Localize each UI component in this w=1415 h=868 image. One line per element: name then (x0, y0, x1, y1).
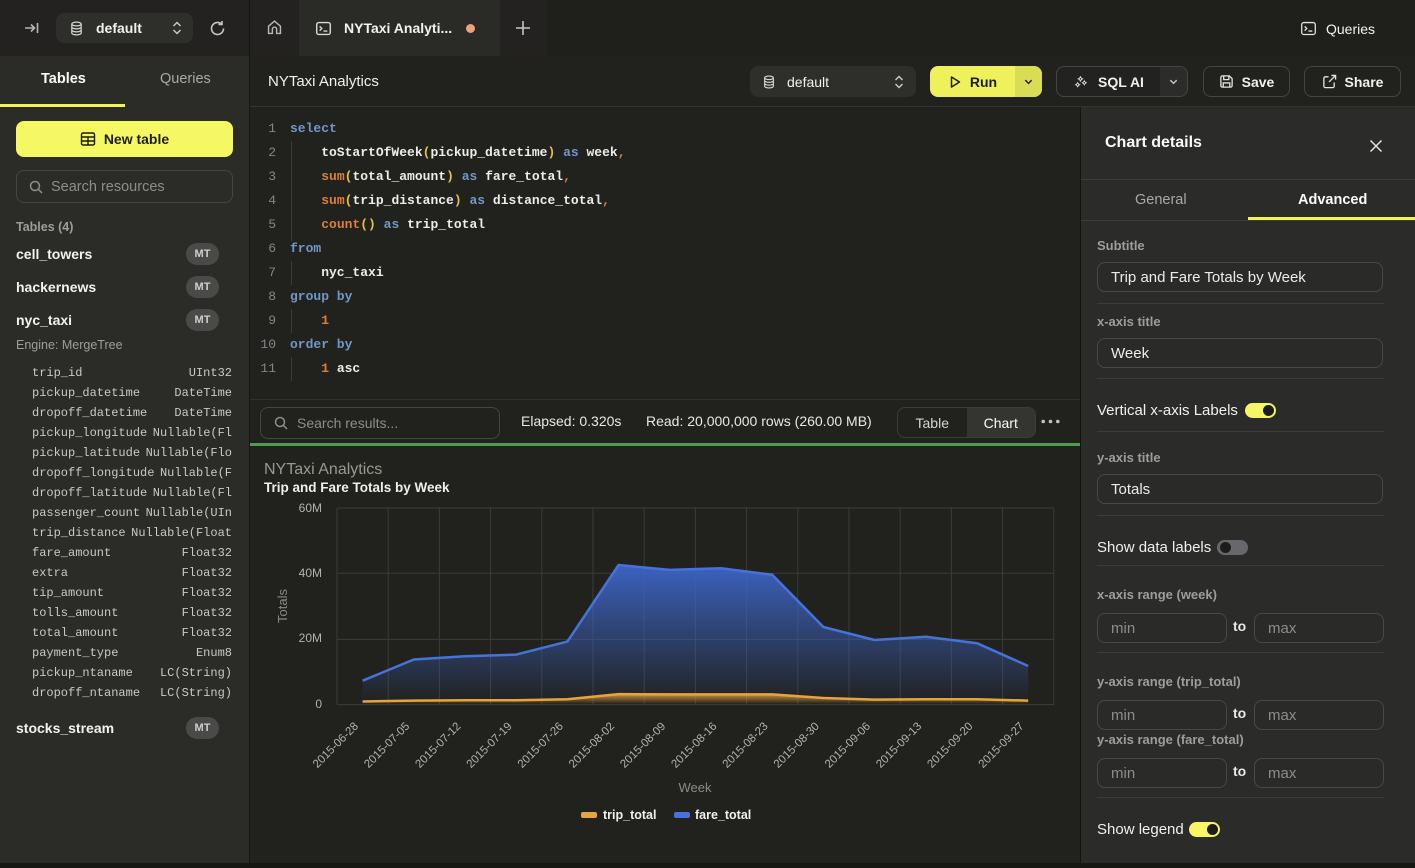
svg-text:2015-08-02: 2015-08-02 (567, 721, 617, 771)
svg-text:Totals: Totals (275, 589, 290, 623)
svg-text:Trip and Fare Totals by Week: Trip and Fare Totals by Week (264, 480, 450, 495)
svg-text:0: 0 (315, 697, 322, 711)
svg-text:2015-09-27: 2015-09-27 (977, 721, 1027, 771)
svg-text:2015-07-19: 2015-07-19 (465, 721, 515, 771)
svg-text:2015-09-20: 2015-09-20 (925, 721, 975, 771)
svg-text:2015-08-16: 2015-08-16 (669, 721, 719, 771)
svg-text:2015-07-12: 2015-07-12 (413, 721, 463, 771)
svg-text:2015-09-13: 2015-09-13 (874, 721, 924, 771)
svg-text:trip_total: trip_total (603, 808, 656, 822)
svg-text:2015-07-26: 2015-07-26 (516, 721, 566, 771)
svg-text:40M: 40M (299, 566, 322, 580)
svg-text:2015-09-06: 2015-09-06 (823, 721, 873, 771)
svg-text:2015-06-28: 2015-06-28 (311, 721, 361, 771)
svg-text:2015-08-30: 2015-08-30 (772, 721, 822, 771)
svg-text:Week: Week (679, 780, 712, 795)
svg-text:NYTaxi Analytics: NYTaxi Analytics (264, 461, 382, 478)
svg-text:60M: 60M (299, 501, 322, 515)
svg-text:20M: 20M (299, 631, 322, 645)
svg-text:2015-08-23: 2015-08-23 (721, 721, 771, 771)
svg-text:2015-08-09: 2015-08-09 (618, 721, 668, 771)
svg-text:2015-07-05: 2015-07-05 (362, 721, 412, 771)
svg-text:fare_total: fare_total (695, 808, 751, 822)
